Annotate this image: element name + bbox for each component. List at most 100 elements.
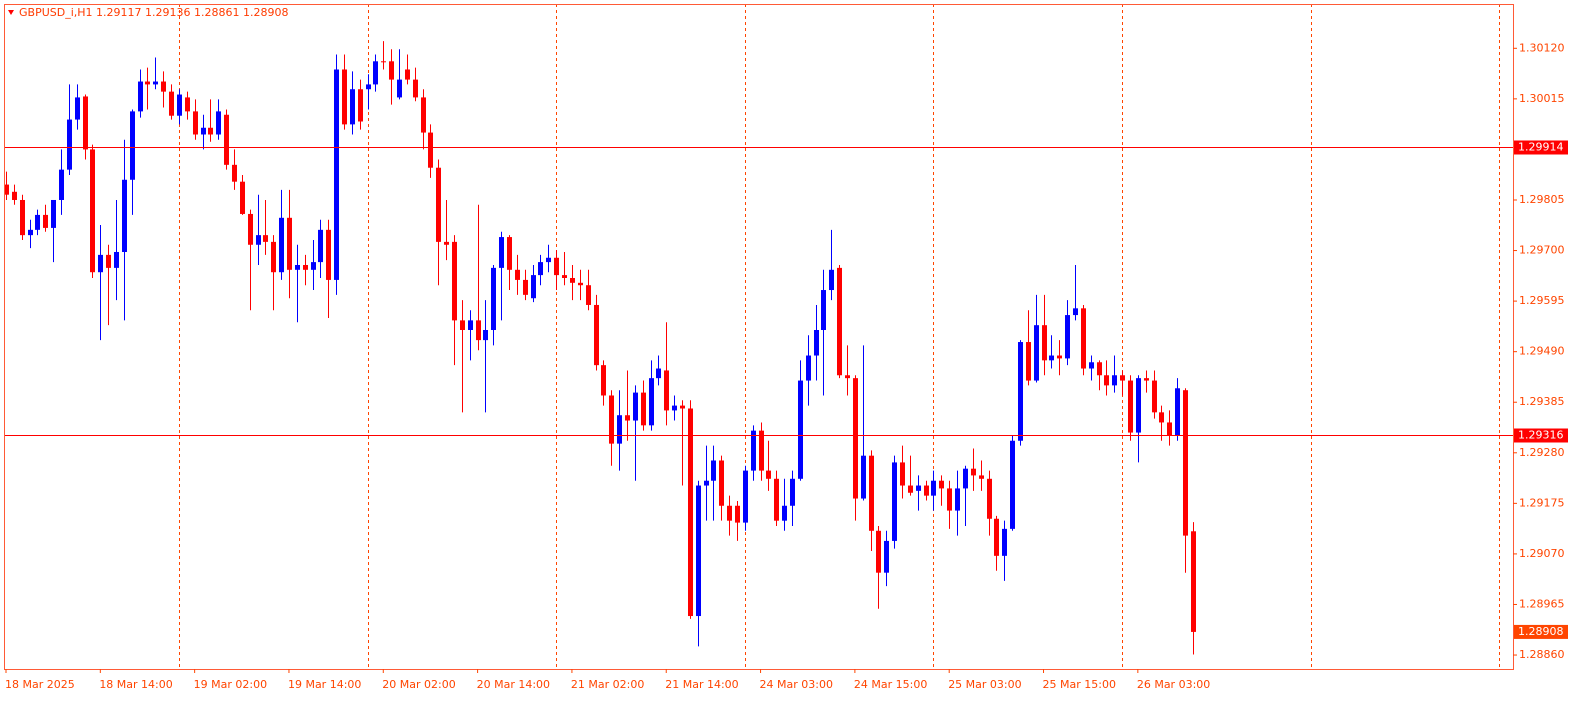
candle-body — [491, 267, 496, 330]
candle-body — [224, 114, 229, 165]
grid-layer — [179, 4, 1500, 669]
candle-body — [106, 254, 111, 268]
candle-body — [1159, 412, 1164, 423]
candle-body — [798, 380, 803, 479]
candle-body — [397, 79, 402, 98]
level-tag — [1514, 428, 1568, 443]
level-tag — [1514, 140, 1568, 155]
y-tick-label: 1.28965 — [1519, 597, 1565, 610]
y-tick-label: 1.29280 — [1519, 446, 1565, 459]
candle-body — [208, 127, 213, 135]
candle-body — [570, 277, 575, 283]
candle-body — [145, 81, 150, 85]
x-tick-label: 19 Mar 02:00 — [194, 678, 267, 691]
candle-body — [1057, 355, 1062, 359]
candle-body — [193, 111, 198, 135]
candle-body — [1191, 531, 1196, 632]
price-tag — [1514, 624, 1568, 639]
candle-body — [436, 167, 441, 242]
candle-body — [1026, 342, 1031, 381]
candle-body — [263, 235, 268, 242]
x-tick-label: 20 Mar 14:00 — [477, 678, 550, 691]
y-tick-label: 1.29490 — [1519, 345, 1565, 358]
candle-body — [1152, 380, 1157, 413]
candle-body — [460, 320, 465, 330]
candle-body — [1120, 375, 1125, 381]
candle-layer — [4, 41, 1196, 655]
candle-body — [4, 184, 9, 195]
candle-body — [586, 285, 591, 305]
y-tick-label: 1.29070 — [1519, 547, 1565, 560]
candle-body — [562, 275, 567, 278]
candle-body — [130, 111, 135, 180]
y-tick-label: 1.29700 — [1519, 244, 1565, 257]
candle-body — [971, 468, 976, 476]
candle-body — [523, 279, 528, 295]
candle-body — [201, 127, 206, 135]
candle-body — [358, 89, 363, 122]
candle-body — [538, 262, 543, 276]
candle-body — [413, 79, 418, 98]
candle-body — [1073, 308, 1078, 316]
candle-body — [680, 405, 685, 409]
candle-body — [342, 69, 347, 125]
candle-body — [837, 267, 842, 376]
candle-body — [963, 468, 968, 489]
candle-body — [232, 164, 237, 182]
candle-body — [869, 455, 874, 531]
candle-body — [326, 229, 331, 280]
candle-body — [892, 462, 897, 541]
candle-body — [916, 485, 921, 491]
candle-body — [515, 269, 520, 280]
x-tick-label: 18 Mar 2025 — [5, 678, 75, 691]
candle-body — [1034, 325, 1039, 381]
candle-body — [185, 97, 190, 112]
candle-body — [153, 81, 158, 85]
candle-body — [664, 370, 669, 411]
candle-body — [696, 485, 701, 617]
candle-body — [177, 94, 182, 116]
candle-body — [256, 235, 261, 245]
level-tag-label: 1.29316 — [1518, 429, 1564, 442]
x-tick-label: 19 Mar 14:00 — [288, 678, 361, 691]
candle-body — [444, 241, 449, 245]
x-tick-label: 25 Mar 15:00 — [1043, 678, 1116, 691]
candle-body — [735, 505, 740, 523]
candle-body — [499, 237, 504, 268]
candle-body — [161, 81, 166, 92]
y-tick-label: 1.28860 — [1519, 648, 1565, 661]
candle-body — [554, 257, 559, 276]
candle-body — [1097, 362, 1102, 376]
candle-body — [287, 217, 292, 270]
candle-body — [1010, 440, 1015, 529]
candle-body — [389, 61, 394, 80]
candle-body — [546, 257, 551, 263]
candle-body — [216, 111, 221, 135]
candle-body — [1183, 390, 1188, 536]
candle-body — [1042, 325, 1047, 361]
candle-body — [83, 96, 88, 150]
x-tick-label: 20 Mar 02:00 — [382, 678, 455, 691]
x-tick-label: 18 Mar 14:00 — [99, 678, 172, 691]
candle-body — [633, 392, 638, 421]
candle-body — [609, 395, 614, 444]
candle-body — [814, 329, 819, 356]
candle-body — [12, 191, 17, 200]
candle-body — [240, 181, 245, 214]
symbol-menu-icon[interactable] — [8, 10, 14, 15]
candle-body — [1018, 342, 1023, 441]
level-layer — [4, 147, 1513, 436]
x-tick-label: 21 Mar 02:00 — [571, 678, 644, 691]
candle-body — [594, 304, 599, 366]
candle-body — [625, 415, 630, 421]
candle-body — [507, 237, 512, 270]
y-tick-label: 1.29595 — [1519, 294, 1565, 307]
candle-body — [641, 392, 646, 426]
candle-body — [656, 368, 661, 379]
candle-body — [75, 97, 80, 120]
candle-body — [908, 485, 913, 493]
candle-body — [303, 264, 308, 270]
candle-body — [994, 518, 999, 556]
